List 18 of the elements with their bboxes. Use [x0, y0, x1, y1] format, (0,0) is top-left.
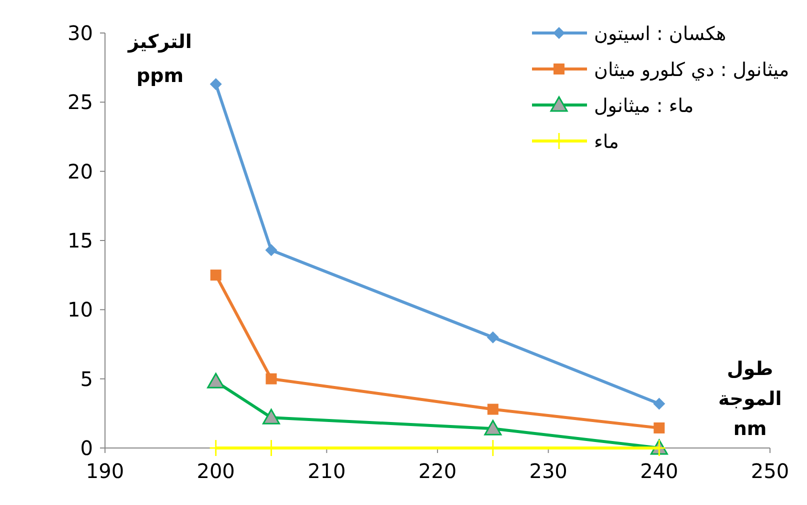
y-tick-label: 5	[80, 366, 93, 391]
legend-label: ميثانول : دي كلورو ميثان	[594, 59, 790, 81]
legend-label: ماء : ميثانول	[594, 95, 694, 117]
y-tick-label: 10	[68, 298, 93, 322]
legend-label: هكسان : اسيتون	[594, 23, 726, 45]
x-tick-label: 220	[418, 459, 457, 483]
x-tick-label: 250	[750, 459, 790, 483]
y-tick-label: 0	[80, 436, 93, 460]
x-tick-label: 190	[86, 459, 124, 483]
y-tick-label: 20	[68, 159, 93, 184]
x-tick-label: 210	[308, 459, 346, 483]
y-tick-label: 15	[68, 228, 93, 252]
y-tick-label: 25	[68, 90, 93, 114]
legend-label: ماء	[594, 131, 619, 153]
x-tick-label: 240	[640, 459, 678, 483]
x-tick-label: 200	[196, 459, 235, 483]
x-tick-label: 230	[529, 459, 568, 483]
y-tick-label: 30	[68, 21, 93, 45]
